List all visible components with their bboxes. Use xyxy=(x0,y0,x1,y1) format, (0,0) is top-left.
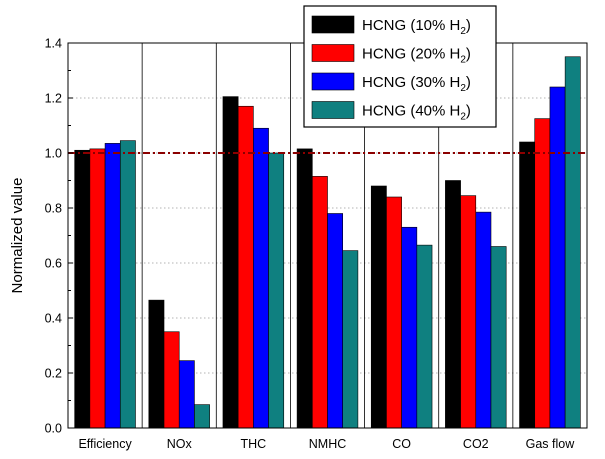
y-tick-label: 0.6 xyxy=(45,257,62,271)
y-tick-label: 1.0 xyxy=(45,147,62,161)
bar xyxy=(268,152,285,429)
x-category-label: Efficiency xyxy=(78,437,132,451)
legend-swatch xyxy=(311,15,355,34)
bar xyxy=(519,141,536,429)
legend-label: HCNG (30% H2) xyxy=(362,74,471,94)
x-category-label: NMHC xyxy=(309,437,347,451)
legend-label: HCNG (10% H2) xyxy=(362,17,471,37)
y-tick-label: 0.8 xyxy=(45,202,62,216)
bar xyxy=(74,149,91,429)
legend-label: HCNG (20% H2) xyxy=(362,46,471,66)
legend-swatch xyxy=(311,72,355,91)
bar xyxy=(564,56,581,429)
bar xyxy=(370,185,387,429)
bar xyxy=(178,360,195,429)
y-tick-label: 0.2 xyxy=(45,367,62,381)
x-axis-categories: Efficiency NOx THC NMHC CO CO2 Gas flow xyxy=(78,437,575,451)
bar xyxy=(534,118,551,429)
x-category-label: NOx xyxy=(167,437,193,451)
x-category-label: Gas flow xyxy=(526,437,576,451)
x-category-label: CO2 xyxy=(463,437,489,451)
bar xyxy=(222,96,239,429)
bar xyxy=(401,226,418,429)
bar xyxy=(119,140,136,429)
x-category-label: CO xyxy=(392,437,411,451)
y-tick-label: 1.4 xyxy=(45,37,62,51)
y-axis-ticks: 0.0 0.2 0.4 0.6 0.8 1.0 1.2 1.4 xyxy=(45,37,73,436)
bar xyxy=(549,86,566,429)
bar xyxy=(89,148,106,429)
legend-label: HCNG (40% H2) xyxy=(362,103,471,123)
bar xyxy=(490,246,507,429)
bar xyxy=(445,180,461,429)
bar xyxy=(237,105,254,429)
bar xyxy=(148,299,165,429)
bar xyxy=(104,143,121,429)
bar xyxy=(386,196,402,429)
bar xyxy=(342,250,359,429)
legend: HCNG (10% H2) HCNG (20% H2) HCNG (30% H2) H… xyxy=(303,5,497,128)
y-axis-title: Normalized value xyxy=(9,178,26,294)
bars xyxy=(74,56,581,429)
bar xyxy=(194,404,210,429)
x-category-label: THC xyxy=(241,437,267,451)
bar xyxy=(416,244,433,429)
y-tick-label: 0.0 xyxy=(45,422,62,436)
bar xyxy=(460,195,477,429)
bar xyxy=(327,213,343,429)
bar xyxy=(475,211,492,429)
bar xyxy=(296,148,313,429)
legend-swatch xyxy=(311,44,355,62)
bar xyxy=(163,331,180,429)
y-tick-label: 0.4 xyxy=(45,312,62,326)
y-tick-label: 1.2 xyxy=(45,92,62,106)
bar xyxy=(311,176,328,429)
bar xyxy=(253,127,269,429)
legend-swatch xyxy=(311,101,355,119)
